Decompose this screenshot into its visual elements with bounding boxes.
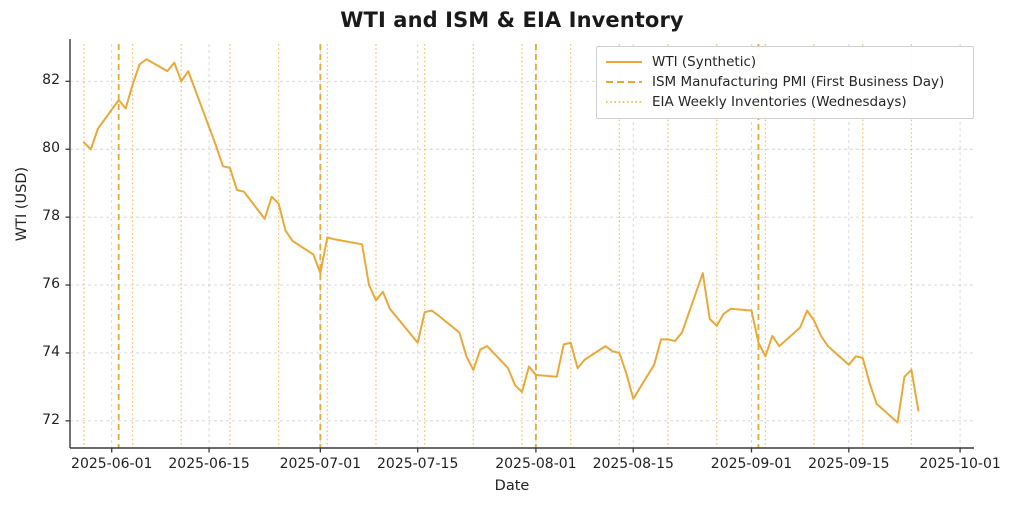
legend-item-ism: ISM Manufacturing PMI (First Business Da… <box>605 72 965 92</box>
legend-swatch-dotted <box>606 100 642 104</box>
x-tick-label: 2025-09-01 <box>710 456 793 472</box>
x-tick-label: 2025-07-01 <box>279 456 362 472</box>
axis-spines <box>69 39 974 449</box>
legend-item-wti: WTI (Synthetic) <box>605 52 965 72</box>
legend-swatch-dashed <box>606 80 642 84</box>
legend-item-eia: EIA Weekly Inventories (Wednesdays) <box>605 92 965 112</box>
x-tick-label: 2025-09-15 <box>808 456 890 472</box>
y-tick-label: 76 <box>42 276 60 293</box>
x-axis-label: Date <box>494 478 530 494</box>
x-tick-label: 2025-06-15 <box>168 456 250 472</box>
legend-label-eia: EIA Weekly Inventories (Wednesdays) <box>652 94 907 110</box>
y-tick-label: 80 <box>42 140 60 157</box>
x-tick-label: 2025-07-15 <box>377 456 459 472</box>
x-tick-label: 2025-08-01 <box>495 456 577 472</box>
y-tick-label: 72 <box>42 411 60 428</box>
y-axis-label: WTI (USD) <box>14 166 30 242</box>
x-tick-label: 2025-08-15 <box>592 456 674 472</box>
axis-tick-marks <box>65 80 961 453</box>
y-tick-label: 74 <box>42 343 60 360</box>
y-tick-label: 78 <box>42 208 60 225</box>
legend-label-wti: WTI (Synthetic) <box>652 54 757 70</box>
wti-line-series <box>82 58 920 424</box>
y-tick-label: 82 <box>42 72 60 89</box>
legend-label-ism: ISM Manufacturing PMI (First Business Da… <box>652 74 945 90</box>
chart-title: WTI and ISM & EIA Inventory <box>340 8 684 32</box>
legend-swatch-solid <box>606 60 642 64</box>
x-tick-label: 2025-06-01 <box>71 456 153 472</box>
x-tick-label: 2025-10-01 <box>919 456 1001 472</box>
chart-legend: WTI (Synthetic) ISM Manufacturing PMI (F… <box>596 46 974 119</box>
